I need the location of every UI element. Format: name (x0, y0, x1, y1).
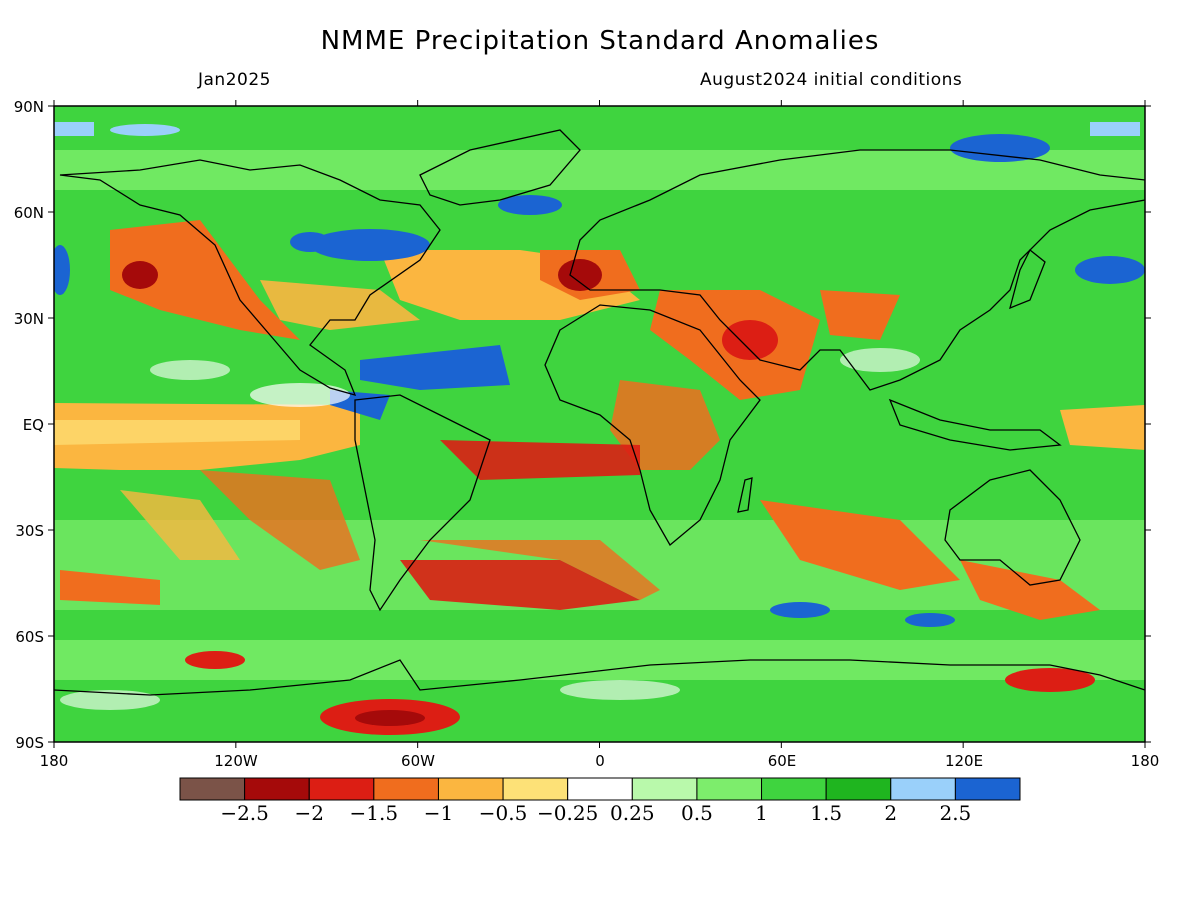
lat-label-90n: 90N (14, 98, 44, 116)
colorbar-label: −0.25 (537, 801, 598, 825)
lat-label-90s: 90S (15, 734, 44, 752)
lat-label-eq: EQ (23, 416, 44, 434)
lat-label-30n: 30N (14, 310, 44, 328)
lat-label-30s: 30S (15, 522, 44, 540)
colorbar-label: 2 (884, 801, 897, 825)
colorbar-label: −1 (424, 801, 453, 825)
lat-label-60s: 60S (15, 628, 44, 646)
colorbar-swatch (244, 777, 310, 801)
colorbar-swatch (373, 777, 439, 801)
colorbar-label: −2.5 (220, 801, 269, 825)
colorbar-swatch (890, 777, 956, 801)
colorbar-label: 1 (755, 801, 768, 825)
colorbar-swatch (631, 777, 698, 801)
lon-label-180w: 180 (40, 752, 69, 770)
colorbar-label: 0.5 (681, 801, 713, 825)
forecast-month: Jan2025 (198, 70, 271, 90)
lat-label-60n: 60N (14, 204, 44, 222)
lon-label-120e: 120E (945, 752, 983, 770)
colorbar: −2.5 −2 −1.5 −1 −0.5 −0.25 0.25 0.5 1 1.5 2 2.5 (179, 777, 1021, 825)
colorbar-swatch (179, 777, 246, 801)
coastlines (54, 129, 1145, 696)
colorbar-swatch (567, 777, 633, 801)
colorbar-swatch (437, 777, 504, 801)
colorbar-label: 1.5 (810, 801, 842, 825)
latitude-labels: 90N 60N 30N EQ 30S 60S 90S (14, 98, 44, 752)
colorbar-swatch (761, 777, 827, 801)
lon-label-180e: 180 (1131, 752, 1160, 770)
lon-label-120w: 120W (214, 752, 258, 770)
longitude-labels: 180 120W 60W 0 60E 120E 180 (40, 752, 1160, 770)
colorbar-label: 2.5 (939, 801, 971, 825)
colorbar-label: −1.5 (350, 801, 399, 825)
colorbar-swatch (696, 777, 763, 801)
lon-label-0: 0 (595, 752, 605, 770)
lon-label-60w: 60W (401, 752, 435, 770)
initial-conditions: August2024 initial conditions (700, 70, 963, 90)
colorbar-swatch (502, 777, 569, 801)
colorbar-swatch (825, 777, 892, 801)
lon-label-60e: 60E (768, 752, 797, 770)
colorbar-swatch (954, 777, 1021, 801)
colorbar-label: −2 (294, 801, 323, 825)
colorbar-label: −0.5 (479, 801, 528, 825)
page-title: NMME Precipitation Standard Anomalies (320, 26, 880, 56)
colorbar-label: 0.25 (610, 801, 655, 825)
anomaly-field (54, 106, 1145, 742)
colorbar-swatch (308, 777, 375, 801)
